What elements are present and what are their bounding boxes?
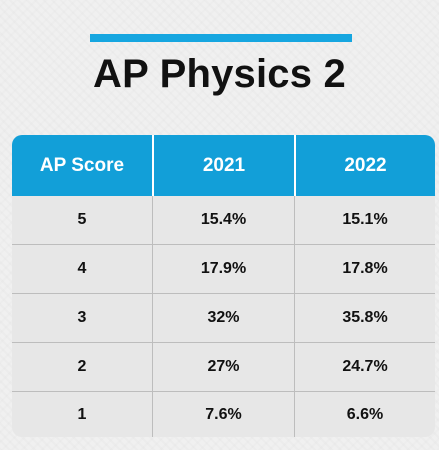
row-divider	[12, 342, 435, 343]
percent-2022-cell: 35.8%	[294, 294, 435, 342]
header-cell-2021: 2021	[152, 135, 294, 196]
percent-2021-cell: 15.4%	[152, 196, 294, 244]
row-divider	[12, 391, 435, 392]
header-cell-ap-score: AP Score	[39, 154, 125, 176]
table-row: 4 17.9% 17.8%	[12, 245, 435, 293]
table-row: 3 32% 35.8%	[12, 294, 435, 342]
scores-table: AP Score 2021 2022 5 15.4% 15.1% 4 17.9%…	[12, 135, 435, 437]
percent-2022-cell: 24.7%	[294, 343, 435, 391]
percent-2022-cell: 17.8%	[294, 245, 435, 293]
table-row: 2 27% 24.7%	[12, 343, 435, 391]
percent-2022-cell: 6.6%	[294, 392, 435, 437]
table-header-row: AP Score 2021 2022	[12, 135, 435, 196]
percent-2021-cell: 27%	[152, 343, 294, 391]
score-cell: 3	[77, 309, 87, 326]
percent-2021-cell: 32%	[152, 294, 294, 342]
percent-2022-cell: 15.1%	[294, 196, 435, 244]
title-accent-bar	[90, 34, 352, 42]
page-title: AP Physics 2	[93, 52, 346, 96]
score-cell: 2	[77, 358, 87, 375]
score-cell: 1	[77, 405, 87, 423]
table-row: 1 7.6% 6.6%	[12, 392, 435, 437]
percent-2021-cell: 17.9%	[152, 245, 294, 293]
row-divider	[12, 244, 435, 245]
percent-2021-cell: 7.6%	[152, 392, 294, 437]
score-cell: 4	[77, 260, 87, 277]
header-cell-2022: 2022	[294, 135, 435, 196]
table-row: 5 15.4% 15.1%	[12, 196, 435, 244]
score-cell: 5	[77, 211, 87, 228]
row-divider	[12, 293, 435, 294]
